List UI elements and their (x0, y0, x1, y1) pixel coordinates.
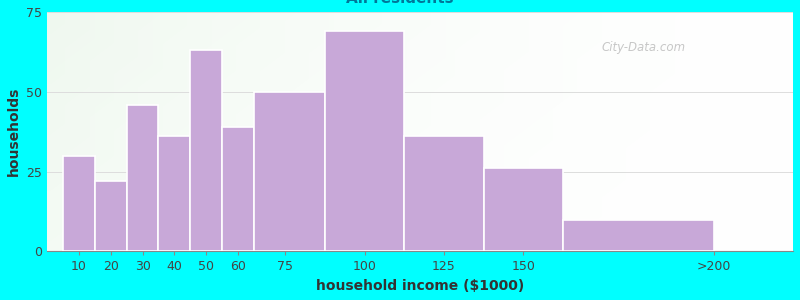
Bar (63, 156, 95, 251)
Bar (325, 31, 404, 251)
Bar (126, 105, 158, 251)
Bar (95, 181, 126, 251)
X-axis label: household income ($1000): household income ($1000) (316, 279, 524, 293)
Bar (484, 168, 563, 251)
Bar (158, 136, 190, 251)
Bar (190, 50, 222, 251)
Text: City-Data.com: City-Data.com (602, 41, 686, 54)
Bar (404, 136, 484, 251)
Y-axis label: households: households (7, 87, 21, 176)
Text: All residents: All residents (346, 0, 454, 6)
Bar (222, 127, 254, 251)
Bar (254, 92, 325, 251)
Bar (563, 220, 714, 251)
